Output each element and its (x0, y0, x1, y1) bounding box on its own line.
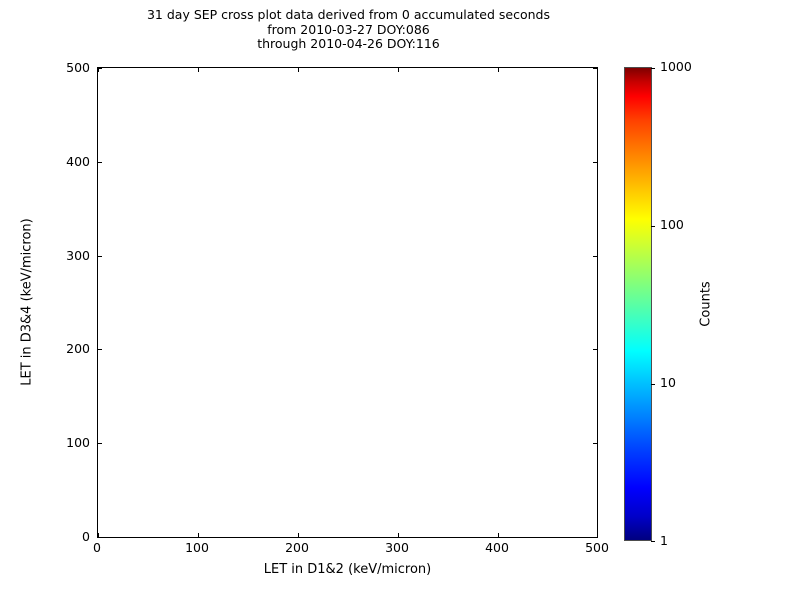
x-tick-top-100 (198, 68, 199, 72)
colorbar-tick-label-10: 10 (660, 375, 676, 390)
x-tick-top-400 (498, 68, 499, 72)
colorbar-tick-100 (651, 226, 655, 227)
plot-title-line-3: through 2010-04-26 DOY:116 (257, 36, 440, 52)
y-tick-left-500 (98, 68, 102, 69)
colorbar-tick-label-1000: 1000 (660, 59, 692, 74)
x-tick-label-400: 400 (485, 540, 509, 555)
x-tick-top-500 (597, 68, 598, 72)
x-tick-label-300: 300 (385, 540, 409, 555)
y-tick-label-500: 500 (66, 60, 90, 75)
y-tick-label-200: 200 (66, 341, 90, 356)
colorbar-tick-label-1: 1 (660, 533, 668, 548)
y-tick-left-0 (98, 537, 102, 538)
colorbar-tick-1000 (651, 68, 655, 69)
x-tick-label-500: 500 (585, 540, 609, 555)
y-tick-right-0 (593, 537, 597, 538)
colorbar-tick-1 (651, 541, 655, 542)
x-tick-label-100: 100 (185, 540, 209, 555)
y-tick-right-400 (593, 162, 597, 163)
x-tick-bottom-200 (298, 533, 299, 537)
x-tick-bottom-0 (98, 533, 99, 537)
plot-title-line-2: from 2010-03-27 DOY:086 (267, 21, 430, 37)
x-tick-bottom-100 (198, 533, 199, 537)
y-tick-label-400: 400 (66, 154, 90, 169)
x-axis-label: LET in D1&2 (keV/micron) (263, 562, 432, 577)
plot-title-line-1: 31 day SEP cross plot data derived from … (146, 7, 550, 22)
y-tick-left-300 (98, 256, 102, 257)
x-tick-bottom-300 (398, 533, 399, 537)
colorbar (624, 67, 655, 542)
y-tick-label-0: 0 (82, 529, 90, 544)
colorbar-tick-10 (651, 384, 655, 385)
y-tick-left-400 (98, 162, 102, 163)
colorbar-gradient (625, 68, 651, 540)
x-tick-label-200: 200 (285, 540, 309, 555)
x-tick-top-200 (298, 68, 299, 72)
x-tick-bottom-400 (498, 533, 499, 537)
plot-data-area (98, 68, 597, 537)
y-tick-left-100 (98, 443, 102, 444)
x-tick-bottom-500 (597, 533, 598, 537)
y-axis-label: LET in D3&4 (keV/micron) (19, 218, 35, 386)
y-tick-label-300: 300 (66, 248, 90, 263)
y-tick-label-100: 100 (66, 435, 90, 450)
y-tick-right-300 (593, 256, 597, 257)
y-tick-right-200 (593, 349, 597, 350)
x-tick-top-300 (398, 68, 399, 72)
y-tick-right-500 (593, 68, 597, 69)
y-tick-left-200 (98, 349, 102, 350)
colorbar-label: Counts (698, 281, 714, 327)
y-tick-right-100 (593, 443, 597, 444)
plot-axes-frame (97, 67, 598, 538)
x-tick-label-0: 0 (93, 540, 101, 555)
plot-title: 31 day SEP cross plot data derived from … (0, 7, 697, 52)
colorbar-tick-label-100: 100 (660, 217, 684, 232)
x-tick-top-0 (98, 68, 99, 72)
